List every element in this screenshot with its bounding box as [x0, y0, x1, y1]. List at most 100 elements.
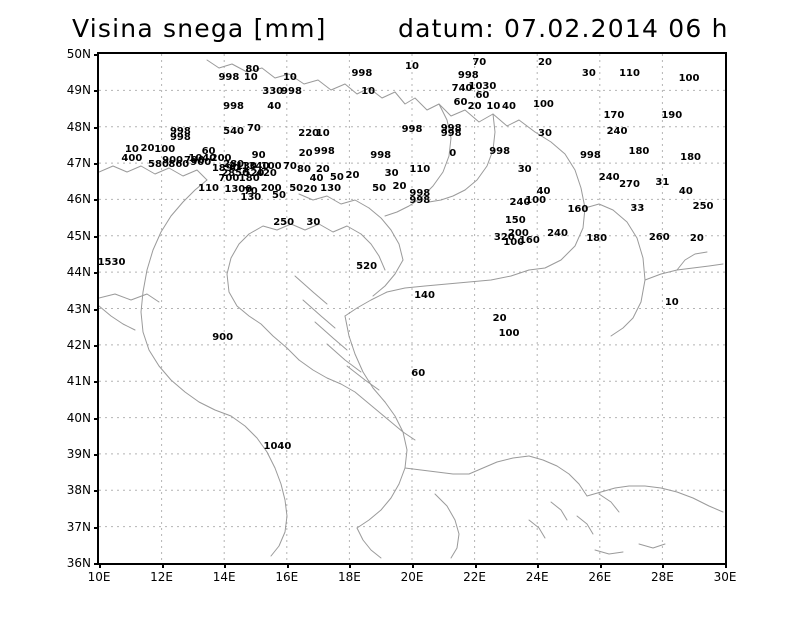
station-value: 200: [507, 227, 529, 239]
x-tick-14E: 14E: [212, 570, 236, 584]
station-value: 70: [472, 57, 487, 69]
station-value: 10: [315, 127, 330, 139]
station-value: 30: [306, 217, 321, 229]
map-canvas: 80 10 998 10 998 10 998 70 20 30 110 100 330 998 10 740…: [99, 54, 725, 563]
x-tickmark: [99, 563, 101, 568]
station-value: 180: [238, 173, 260, 185]
station-value: 20: [689, 233, 704, 245]
y-tick-40N: 40N: [66, 410, 91, 425]
y-tickmark: [94, 199, 99, 202]
station-value: 100: [498, 327, 520, 339]
y-tick-49N: 49N: [66, 83, 91, 98]
station-value: 180: [680, 151, 701, 163]
station-value: 2850: [221, 167, 250, 179]
x-tickmark: [725, 563, 727, 568]
station-value: 140: [414, 289, 435, 301]
station-value: 20: [345, 169, 360, 181]
station-value: 110: [619, 67, 640, 79]
station-value: 20: [315, 164, 330, 176]
station-value: 900: [162, 155, 183, 167]
y-tick-43N: 43N: [66, 301, 91, 316]
y-tickmark: [94, 90, 99, 93]
station-value: 40: [678, 186, 693, 198]
x-tickmark: [161, 563, 164, 568]
station-value: 998: [401, 124, 423, 136]
station-value: 1890: [211, 162, 240, 174]
station-value: 90: [251, 149, 266, 161]
y-tick-50N: 50N: [66, 47, 91, 61]
y-tick-48N: 48N: [66, 119, 91, 134]
station-value: 998: [409, 187, 431, 199]
station-value: 100: [525, 195, 547, 207]
x-tickmark: [662, 563, 665, 568]
station-value: 70: [246, 122, 261, 134]
station-value: 30: [538, 127, 552, 139]
x-tick-18E: 18E: [337, 570, 361, 584]
station-value: 100: [154, 144, 176, 156]
station-value: 20: [140, 142, 155, 154]
station-value: 10: [405, 60, 419, 72]
x-tickmark: [474, 563, 477, 568]
station-value: 10: [486, 100, 501, 112]
station-value: 540: [223, 126, 245, 138]
station-value: 50: [372, 182, 387, 194]
x-tick-26E: 26E: [588, 570, 612, 584]
date-label: datum: 07.02.2014 06 h: [398, 14, 729, 43]
station-value: 900: [190, 157, 212, 169]
y-tick-38N: 38N: [66, 483, 91, 498]
station-value: 998: [351, 67, 373, 79]
station-value: 60: [411, 367, 426, 379]
y-tickmark: [94, 381, 99, 384]
x-tick-16E: 16E: [275, 570, 299, 584]
station-value: 998: [169, 131, 191, 143]
x-tick-30E: 30E: [713, 570, 737, 584]
station-value: 170: [603, 109, 625, 121]
station-value: 60: [475, 89, 490, 101]
station-value: 50: [272, 189, 286, 201]
y-tick-39N: 39N: [66, 446, 91, 461]
station-value: 31: [655, 177, 670, 189]
station-value: 2130: [229, 160, 257, 172]
y-tick-37N: 37N: [66, 519, 91, 534]
station-value: 80: [245, 64, 260, 76]
station-value: 33: [630, 202, 645, 214]
station-value: 400: [121, 153, 143, 165]
x-tickmark: [537, 563, 540, 568]
y-tick-44N: 44N: [66, 265, 91, 280]
station-value: 50: [289, 182, 304, 194]
map-plot-frame: 80 10 998 10 998 10 998 70 20 30 110 100 330 998 10 740…: [94, 52, 727, 568]
y-tickmark: [94, 453, 99, 456]
station-value: 700: [218, 173, 240, 185]
station-value: 100: [533, 98, 554, 110]
station-value: 30: [517, 164, 532, 176]
station-value: 998: [489, 146, 511, 158]
station-value: 220: [298, 127, 320, 139]
station-value: 110: [198, 182, 219, 194]
station-value: 200: [210, 153, 232, 165]
station-value: 998: [169, 126, 191, 138]
station-value: 420: [256, 167, 277, 179]
station-value: 20: [303, 184, 318, 196]
station-value: 10: [361, 86, 376, 98]
station-value: 80: [297, 164, 311, 176]
x-tick-24E: 24E: [525, 570, 549, 584]
station-value: 1530: [99, 257, 126, 269]
station-value: 330: [262, 86, 284, 98]
x-tickmark: [599, 563, 602, 568]
station-value: 40: [502, 100, 516, 112]
station-value: 100: [503, 237, 525, 249]
station-value: 250: [692, 200, 714, 212]
station-value: 10: [282, 71, 297, 83]
station-value: 70: [243, 186, 258, 198]
station-value: 10: [124, 144, 139, 156]
y-tickmark: [94, 235, 99, 238]
station-value: 70: [282, 160, 297, 172]
station-value: 998: [440, 127, 462, 139]
page-title: Visina snega [mm]: [72, 14, 327, 43]
station-value: 30: [581, 67, 596, 79]
y-tickmark: [94, 54, 99, 56]
station-value: 1040: [263, 440, 292, 452]
station-value: 190: [661, 109, 683, 121]
x-tickmark: [286, 563, 289, 568]
station-value: 100: [678, 73, 700, 85]
